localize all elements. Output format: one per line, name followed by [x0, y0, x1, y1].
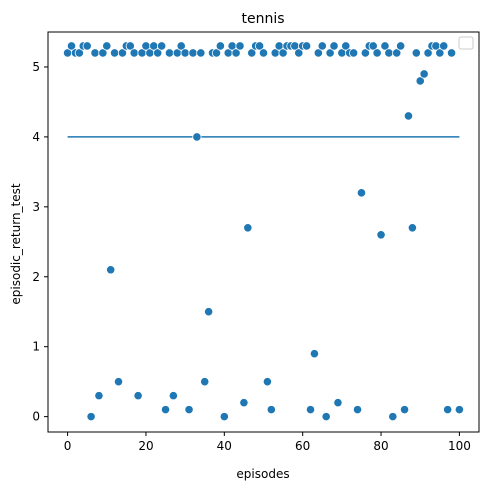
data-point [204, 308, 212, 316]
x-tick-label: 80 [373, 439, 388, 453]
x-tick-label: 0 [64, 439, 72, 453]
data-point [377, 231, 385, 239]
y-tick-label: 4 [32, 130, 40, 144]
y-tick-label: 3 [32, 200, 40, 214]
plot-area [63, 42, 463, 421]
data-point [197, 49, 205, 57]
x-tick-label: 100 [448, 439, 471, 453]
y-tick-label: 5 [32, 60, 40, 74]
data-point [408, 224, 416, 232]
data-point [110, 49, 118, 57]
legend-box [459, 37, 473, 49]
data-point [306, 405, 314, 413]
data-point [220, 412, 228, 420]
x-axis-label: episodes [236, 467, 289, 481]
data-point [443, 405, 451, 413]
data-point [389, 412, 397, 420]
data-point [400, 405, 408, 413]
data-point [334, 398, 342, 406]
data-point [103, 42, 111, 50]
data-point [185, 405, 193, 413]
y-tick-label: 1 [32, 340, 40, 354]
data-point [157, 42, 165, 50]
data-point [263, 377, 271, 385]
chart-title: tennis [241, 11, 284, 27]
data-point [396, 42, 404, 50]
data-point [106, 266, 114, 274]
data-point [189, 49, 197, 57]
data-point [236, 42, 244, 50]
data-point [373, 49, 381, 57]
data-point [193, 133, 201, 141]
data-point [322, 412, 330, 420]
data-point [330, 42, 338, 50]
data-point [165, 49, 173, 57]
y-axis-label: episodic_return_test [9, 183, 23, 305]
data-point [455, 405, 463, 413]
y-axis: 0 1 2 3 4 5 [32, 60, 48, 424]
data-point [353, 405, 361, 413]
y-tick-label: 0 [32, 410, 40, 424]
data-point [349, 49, 357, 57]
data-point [447, 49, 455, 57]
data-point [169, 391, 177, 399]
data-point [134, 391, 142, 399]
data-point [87, 412, 95, 420]
data-point [240, 398, 248, 406]
data-point [91, 49, 99, 57]
data-point [310, 349, 318, 357]
data-point [318, 42, 326, 50]
data-point [267, 405, 275, 413]
data-point [244, 224, 252, 232]
y-tick-label: 2 [32, 270, 40, 284]
data-point [95, 391, 103, 399]
data-point [420, 70, 428, 78]
plot-frame [48, 32, 479, 432]
x-tick-label: 20 [138, 439, 153, 453]
data-point [216, 42, 224, 50]
data-point [259, 49, 267, 57]
data-point [83, 42, 91, 50]
data-point [357, 189, 365, 197]
data-point [161, 405, 169, 413]
x-tick-label: 60 [295, 439, 310, 453]
data-point [404, 112, 412, 120]
x-axis: 0 20 40 60 80 100 [64, 432, 471, 453]
data-point [201, 377, 209, 385]
data-point [181, 49, 189, 57]
data-point [440, 42, 448, 50]
data-point [412, 49, 420, 57]
x-tick-label: 40 [217, 439, 232, 453]
data-point [385, 49, 393, 57]
data-point [302, 42, 310, 50]
data-point [114, 377, 122, 385]
data-point [130, 49, 138, 57]
